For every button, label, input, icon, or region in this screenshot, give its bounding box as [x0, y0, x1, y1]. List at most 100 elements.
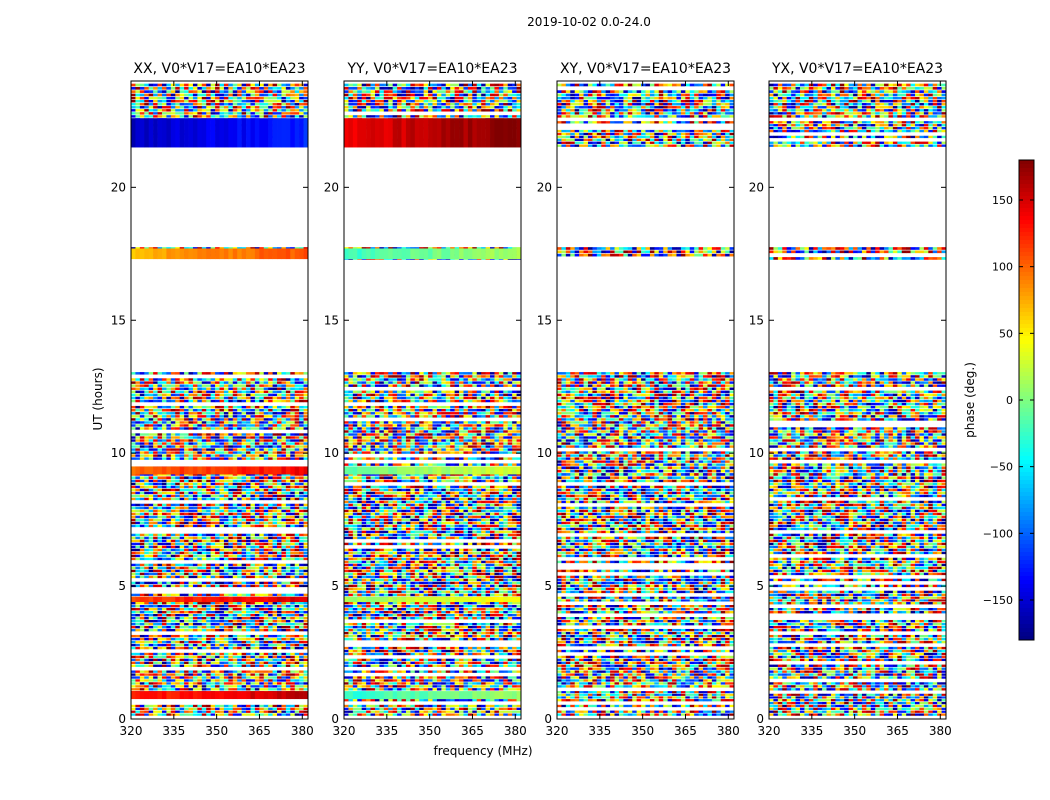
phase-cell — [277, 442, 282, 445]
phase-cell — [197, 584, 203, 588]
phase-cell — [135, 611, 141, 614]
phase-cell — [144, 554, 149, 558]
phase-cell — [153, 625, 158, 629]
phase-cell — [259, 575, 265, 579]
phase-cell — [153, 415, 158, 418]
phase-cell — [184, 503, 189, 507]
phase-cell — [299, 399, 304, 403]
phase-cell — [139, 421, 145, 424]
phase-cell — [290, 106, 296, 109]
phase-cell — [232, 704, 238, 708]
phase-cell — [281, 488, 287, 492]
phase-cell — [184, 424, 189, 427]
phase-cell — [272, 436, 278, 439]
phase-cell — [179, 707, 185, 710]
phase-cell — [215, 608, 220, 611]
phase-cell — [148, 96, 154, 100]
phase-cell — [303, 539, 309, 543]
phase-cell — [232, 521, 238, 525]
phase-cell — [175, 409, 180, 412]
phase-cell — [303, 554, 309, 558]
phase-cell — [285, 563, 291, 567]
phase-cell — [250, 545, 256, 549]
phase-cell — [263, 569, 269, 573]
phase-cell — [131, 103, 136, 106]
phase-cell — [166, 509, 172, 513]
phase-cell — [294, 451, 300, 454]
phase-cell — [303, 109, 309, 112]
phase-cell — [263, 646, 269, 650]
phase-cell — [206, 112, 211, 115]
phase-cell — [299, 90, 304, 93]
phase-cell — [277, 427, 282, 430]
calibrator-cell — [263, 466, 269, 475]
phase-cell — [361, 699, 367, 702]
phase-cell — [175, 566, 180, 570]
phase-cell — [285, 454, 291, 457]
phase-cell — [246, 581, 251, 585]
phase-cell — [228, 685, 234, 688]
phase-cell — [170, 421, 176, 424]
phase-cell — [254, 572, 260, 576]
phase-cell — [170, 445, 176, 448]
phase-cell — [259, 503, 265, 507]
calibrator-cell — [272, 596, 278, 603]
phase-cell — [285, 476, 291, 480]
phase-cell — [241, 393, 247, 397]
phase-cell — [135, 569, 141, 573]
phase-cell — [135, 605, 141, 608]
phase-cell — [250, 542, 256, 546]
phase-cell — [392, 699, 398, 702]
phase-cell — [228, 384, 234, 387]
phase-cell — [179, 643, 185, 647]
phase-cell — [179, 713, 185, 716]
phase-cell — [259, 710, 265, 713]
phase-cell — [263, 614, 269, 617]
phase-cell — [215, 619, 220, 623]
phase-cell — [237, 608, 242, 611]
phase-cell — [135, 115, 141, 118]
phase-cell — [206, 103, 211, 106]
phase-cell — [148, 515, 154, 519]
phase-cell — [210, 112, 216, 115]
phase-cell — [272, 415, 278, 418]
phase-cell — [290, 566, 296, 570]
phase-cell — [303, 581, 309, 585]
phase-cell — [241, 384, 247, 387]
phase-cell — [285, 494, 291, 498]
phase-cell — [153, 433, 158, 436]
phase-cell — [135, 658, 141, 662]
phase-cell — [294, 676, 300, 679]
phase-cell — [237, 427, 242, 430]
phase-cell — [290, 584, 296, 588]
calibrator-cell — [175, 248, 180, 260]
phase-cell — [250, 90, 256, 93]
phase-cell — [210, 115, 216, 118]
phase-cell — [131, 616, 136, 620]
phase-cell — [303, 616, 309, 620]
phase-cell — [348, 704, 354, 708]
phase-cell — [290, 707, 296, 710]
phase-cell — [263, 378, 269, 381]
phase-cell — [188, 399, 194, 403]
phase-cell — [303, 533, 309, 537]
phase-cell — [219, 536, 225, 540]
phase-cell — [206, 115, 211, 118]
phase-cell — [303, 86, 309, 90]
phase-cell — [246, 112, 251, 115]
phase-cell — [192, 99, 198, 103]
phase-cell — [201, 616, 207, 620]
phase-cell — [192, 421, 198, 424]
phase-cell — [144, 485, 149, 489]
phase-cell — [201, 524, 207, 528]
phase-cell — [144, 494, 149, 498]
phase-cell — [241, 622, 247, 626]
phase-cell — [161, 424, 167, 427]
phase-cell — [263, 83, 269, 87]
phase-cell — [184, 485, 189, 489]
phase-cell — [148, 83, 154, 87]
phase-cell — [161, 482, 167, 486]
phase-cell — [232, 566, 238, 570]
phase-cell — [268, 384, 273, 387]
phase-cell — [259, 605, 265, 608]
